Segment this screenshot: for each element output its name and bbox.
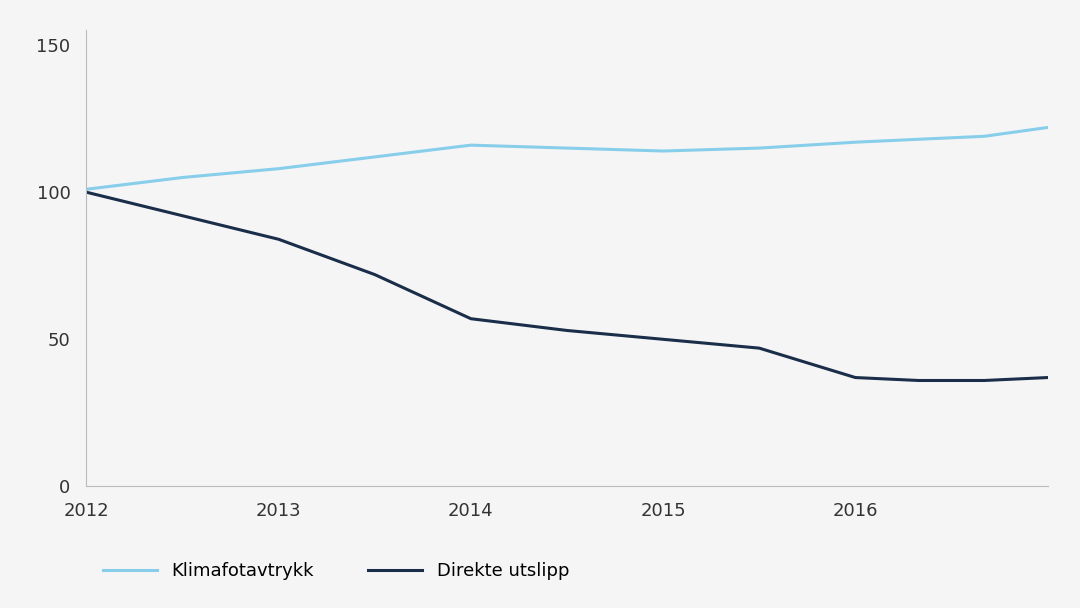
- Legend: Klimafotavtrykk, Direkte utslipp: Klimafotavtrykk, Direkte utslipp: [95, 554, 577, 587]
